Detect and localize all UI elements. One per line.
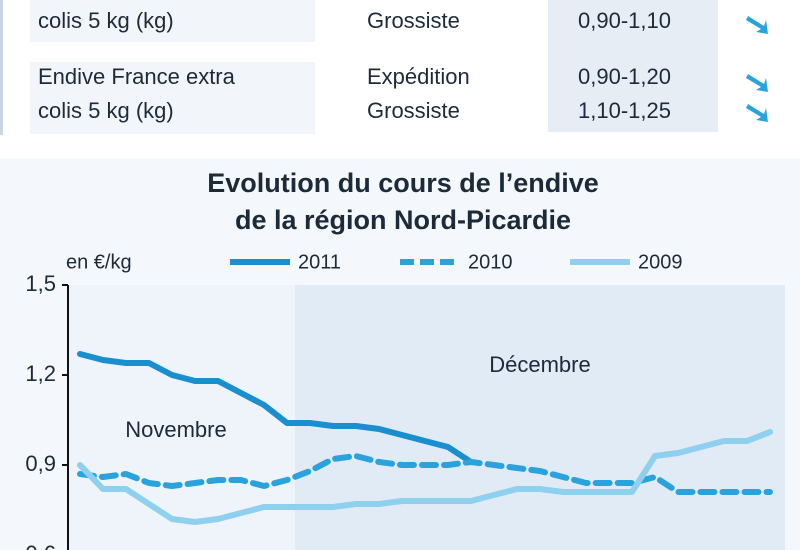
y-axis-label: en €/kg	[66, 251, 132, 273]
legend-label: 2011	[298, 251, 341, 273]
y-tick-label: 0,9	[25, 451, 56, 476]
y-tick-label: 1,5	[25, 271, 56, 296]
price: 1,10-1,25	[578, 98, 671, 123]
product-name: Endive France extra	[38, 64, 236, 89]
product-name: colis 5 kg (kg)	[38, 8, 174, 33]
market: Grossiste	[367, 8, 460, 33]
product-name: colis 5 kg (kg)	[38, 98, 174, 123]
chart-title: de la région Nord-Picardie	[235, 205, 571, 235]
price: 0,90-1,20	[578, 64, 671, 89]
series-line	[77, 429, 773, 525]
price-bg	[548, 0, 718, 132]
december-bg	[295, 285, 785, 550]
trend-arrows	[746, 16, 768, 122]
market: Expédition	[367, 64, 470, 89]
cell-bg	[30, 62, 315, 134]
series-line	[77, 453, 773, 495]
legend-label: 2009	[638, 251, 683, 273]
price: 0,90-1,10	[578, 8, 671, 33]
market: Grossiste	[367, 98, 460, 123]
table-border	[0, 0, 3, 135]
arrow-down	[746, 104, 768, 122]
y-tick-label: 0,6	[25, 541, 56, 550]
legend-label: 2010	[468, 251, 513, 273]
annotation: Novembre	[125, 417, 226, 442]
cell-bg	[30, 0, 315, 42]
series-line	[77, 351, 474, 465]
arrow-down	[746, 16, 768, 34]
y-tick-label: 1,2	[25, 361, 56, 386]
chart-title: Evolution du cours de l’endive	[207, 168, 599, 198]
annotation: Décembre	[489, 352, 590, 377]
arrow-down	[746, 74, 768, 92]
